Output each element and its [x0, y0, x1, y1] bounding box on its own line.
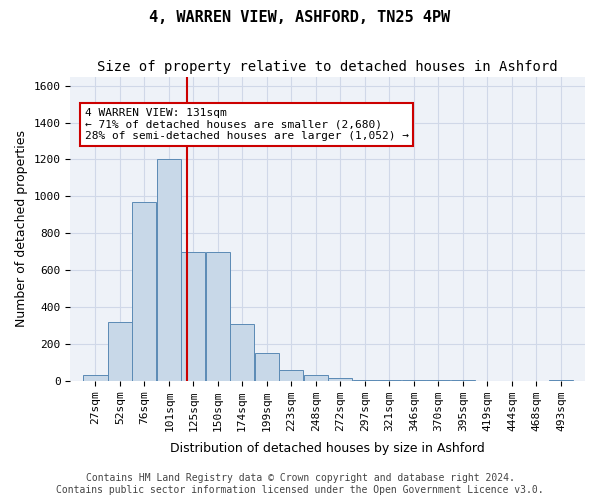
Bar [83, 375, 107, 380]
Text: 4 WARREN VIEW: 131sqm
← 71% of detached houses are smaller (2,680)
28% of semi-d: 4 WARREN VIEW: 131sqm ← 71% of detached … [85, 108, 409, 141]
Bar [157, 160, 181, 380]
Bar [255, 353, 280, 380]
Bar [206, 252, 230, 380]
Bar [230, 324, 254, 380]
Bar [279, 370, 304, 380]
Bar [181, 252, 205, 380]
Text: 4, WARREN VIEW, ASHFORD, TN25 4PW: 4, WARREN VIEW, ASHFORD, TN25 4PW [149, 10, 451, 25]
Bar [328, 378, 352, 380]
Text: Contains HM Land Registry data © Crown copyright and database right 2024.
Contai: Contains HM Land Registry data © Crown c… [56, 474, 544, 495]
Title: Size of property relative to detached houses in Ashford: Size of property relative to detached ho… [97, 60, 558, 74]
Bar [108, 322, 133, 380]
X-axis label: Distribution of detached houses by size in Ashford: Distribution of detached houses by size … [170, 442, 485, 455]
Bar [304, 375, 328, 380]
Y-axis label: Number of detached properties: Number of detached properties [15, 130, 28, 327]
Bar [132, 202, 157, 380]
